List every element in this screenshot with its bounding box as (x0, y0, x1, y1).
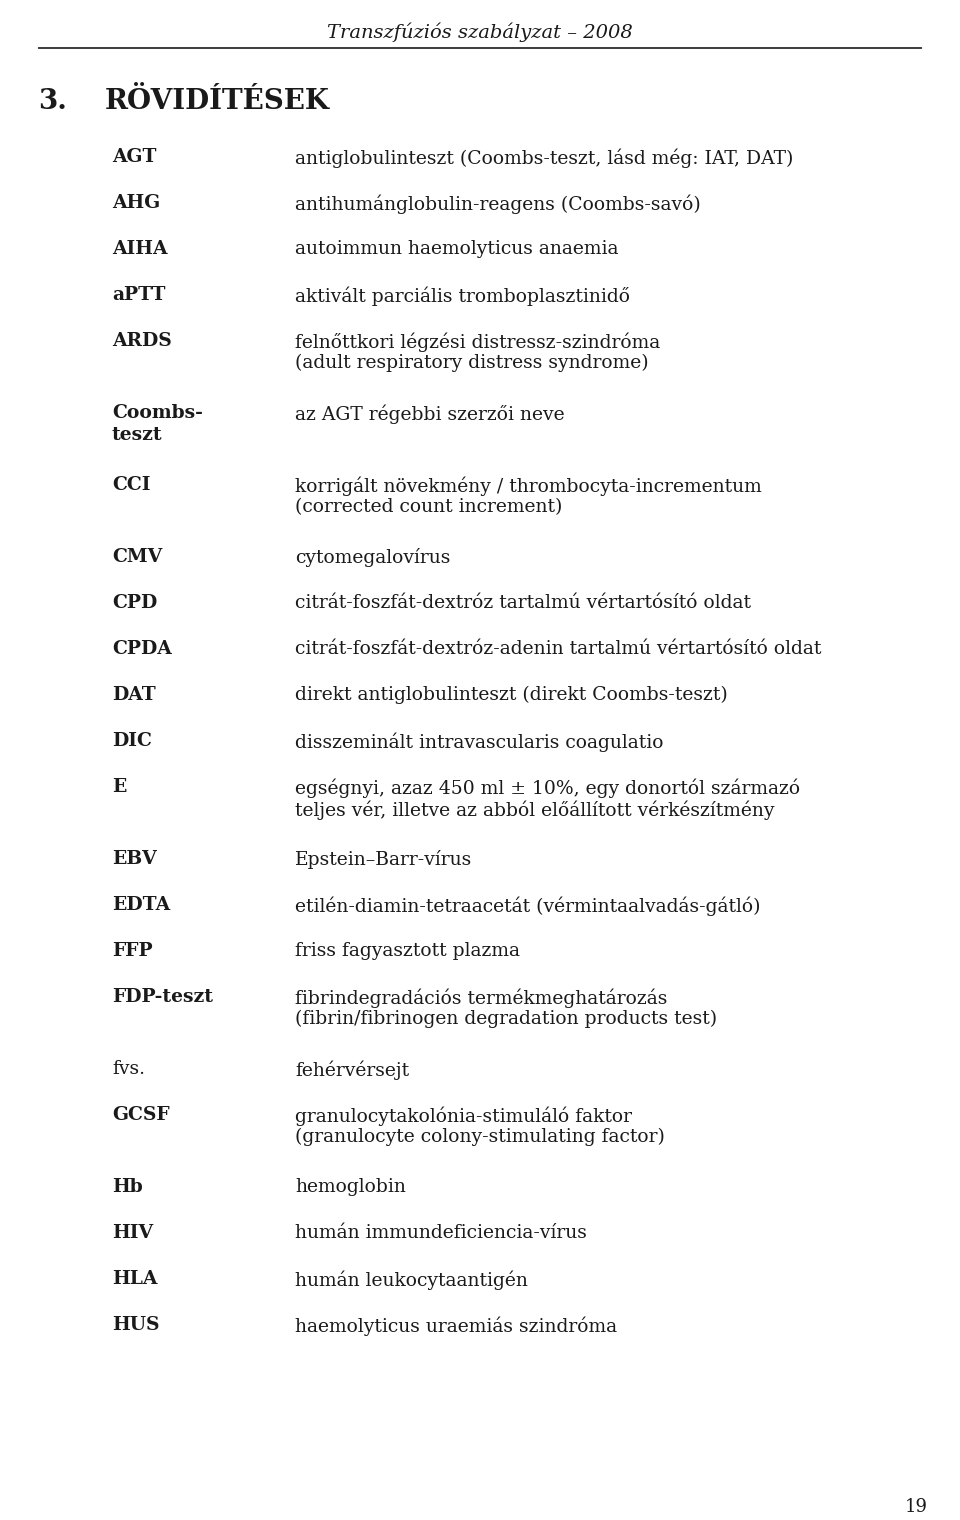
Text: HLA: HLA (112, 1271, 157, 1287)
Text: CMV: CMV (112, 549, 162, 565)
Text: HUS: HUS (112, 1316, 159, 1335)
Text: 3.: 3. (38, 88, 67, 116)
Text: (granulocyte colony-stimulating factor): (granulocyte colony-stimulating factor) (295, 1128, 665, 1146)
Text: EBV: EBV (112, 850, 156, 868)
Text: CCI: CCI (112, 476, 151, 494)
Text: az AGT régebbi szerzői neve: az AGT régebbi szerzői neve (295, 404, 564, 424)
Text: aktivált parciális tromboplasztinidő: aktivált parciális tromboplasztinidő (295, 286, 630, 306)
Text: etilén-diamin-tetraacetát (vérmintaalvadás-gátló): etilén-diamin-tetraacetát (vérmintaalvad… (295, 895, 760, 915)
Text: Coombs-: Coombs- (112, 404, 203, 423)
Text: ARDS: ARDS (112, 331, 172, 350)
Text: FFP: FFP (112, 942, 153, 961)
Text: granulocytakolónia-stimuláló faktor: granulocytakolónia-stimuláló faktor (295, 1107, 632, 1125)
Text: humán leukocytaantigén: humán leukocytaantigén (295, 1271, 528, 1289)
Text: haemolyticus uraemiás szindróma: haemolyticus uraemiás szindróma (295, 1316, 617, 1336)
Text: HIV: HIV (112, 1224, 154, 1242)
Text: Epstein–Barr-vírus: Epstein–Barr-vírus (295, 850, 472, 869)
Text: citrát-foszfát-dextróz-adenin tartalmú vértartósító oldat: citrát-foszfát-dextróz-adenin tartalmú v… (295, 640, 822, 658)
Text: korrigált növekmény / thrombocyta-incrementum: korrigált növekmény / thrombocyta-increm… (295, 476, 761, 496)
Text: egségnyi, azaz 450 ml ± 10%, egy donortól származó: egségnyi, azaz 450 ml ± 10%, egy donortó… (295, 778, 800, 798)
Text: CPDA: CPDA (112, 640, 172, 658)
Text: antiglobulinteszt (Coombs-teszt, lásd még: IAT, DAT): antiglobulinteszt (Coombs-teszt, lásd mé… (295, 147, 793, 167)
Text: (corrected count increment): (corrected count increment) (295, 499, 563, 515)
Text: (fibrin/fibrinogen degradation products test): (fibrin/fibrinogen degradation products … (295, 1009, 717, 1028)
Text: (adult respiratory distress syndrome): (adult respiratory distress syndrome) (295, 354, 649, 372)
Text: GCSF: GCSF (112, 1107, 170, 1123)
Text: cytomegalovírus: cytomegalovírus (295, 549, 450, 567)
Text: Transzfúziós szabályzat – 2008: Transzfúziós szabályzat – 2008 (327, 21, 633, 41)
Text: CPD: CPD (112, 594, 157, 613)
Text: fehérvérsejt: fehérvérsejt (295, 1059, 409, 1079)
Text: direkt antiglobulinteszt (direkt Coombs-teszt): direkt antiglobulinteszt (direkt Coombs-… (295, 686, 728, 704)
Text: FDP-teszt: FDP-teszt (112, 988, 213, 1006)
Text: RÖVIDÍTÉSEK: RÖVIDÍTÉSEK (105, 88, 330, 116)
Text: humán immundeficiencia-vírus: humán immundeficiencia-vírus (295, 1224, 587, 1242)
Text: AIHA: AIHA (112, 240, 167, 258)
Text: felnőttkori légzési distressz-szindróma: felnőttkori légzési distressz-szindróma (295, 331, 660, 351)
Text: antihumánglobulin-reagens (Coombs-savó): antihumánglobulin-reagens (Coombs-savó) (295, 195, 701, 213)
Text: friss fagyasztott plazma: friss fagyasztott plazma (295, 942, 520, 961)
Text: citrát-foszfát-dextróz tartalmú vértartósító oldat: citrát-foszfát-dextróz tartalmú vértartó… (295, 594, 751, 613)
Text: teljes vér, illetve az abból előállított vérkészítmény: teljes vér, illetve az abból előállított… (295, 800, 775, 819)
Text: disszeminált intravascularis coagulatio: disszeminált intravascularis coagulatio (295, 733, 663, 751)
Text: DAT: DAT (112, 686, 156, 704)
Text: EDTA: EDTA (112, 895, 170, 914)
Text: DIC: DIC (112, 733, 152, 749)
Text: AHG: AHG (112, 195, 160, 211)
Text: Hb: Hb (112, 1178, 143, 1196)
Text: 19: 19 (905, 1499, 928, 1515)
Text: teszt: teszt (112, 426, 162, 444)
Text: aPTT: aPTT (112, 286, 165, 304)
Text: AGT: AGT (112, 147, 156, 166)
Text: fibrindegradációs termékmeghatározás: fibrindegradációs termékmeghatározás (295, 988, 667, 1008)
Text: autoimmun haemolyticus anaemia: autoimmun haemolyticus anaemia (295, 240, 618, 258)
Text: hemoglobin: hemoglobin (295, 1178, 406, 1196)
Text: fvs.: fvs. (112, 1059, 145, 1078)
Text: E: E (112, 778, 127, 796)
